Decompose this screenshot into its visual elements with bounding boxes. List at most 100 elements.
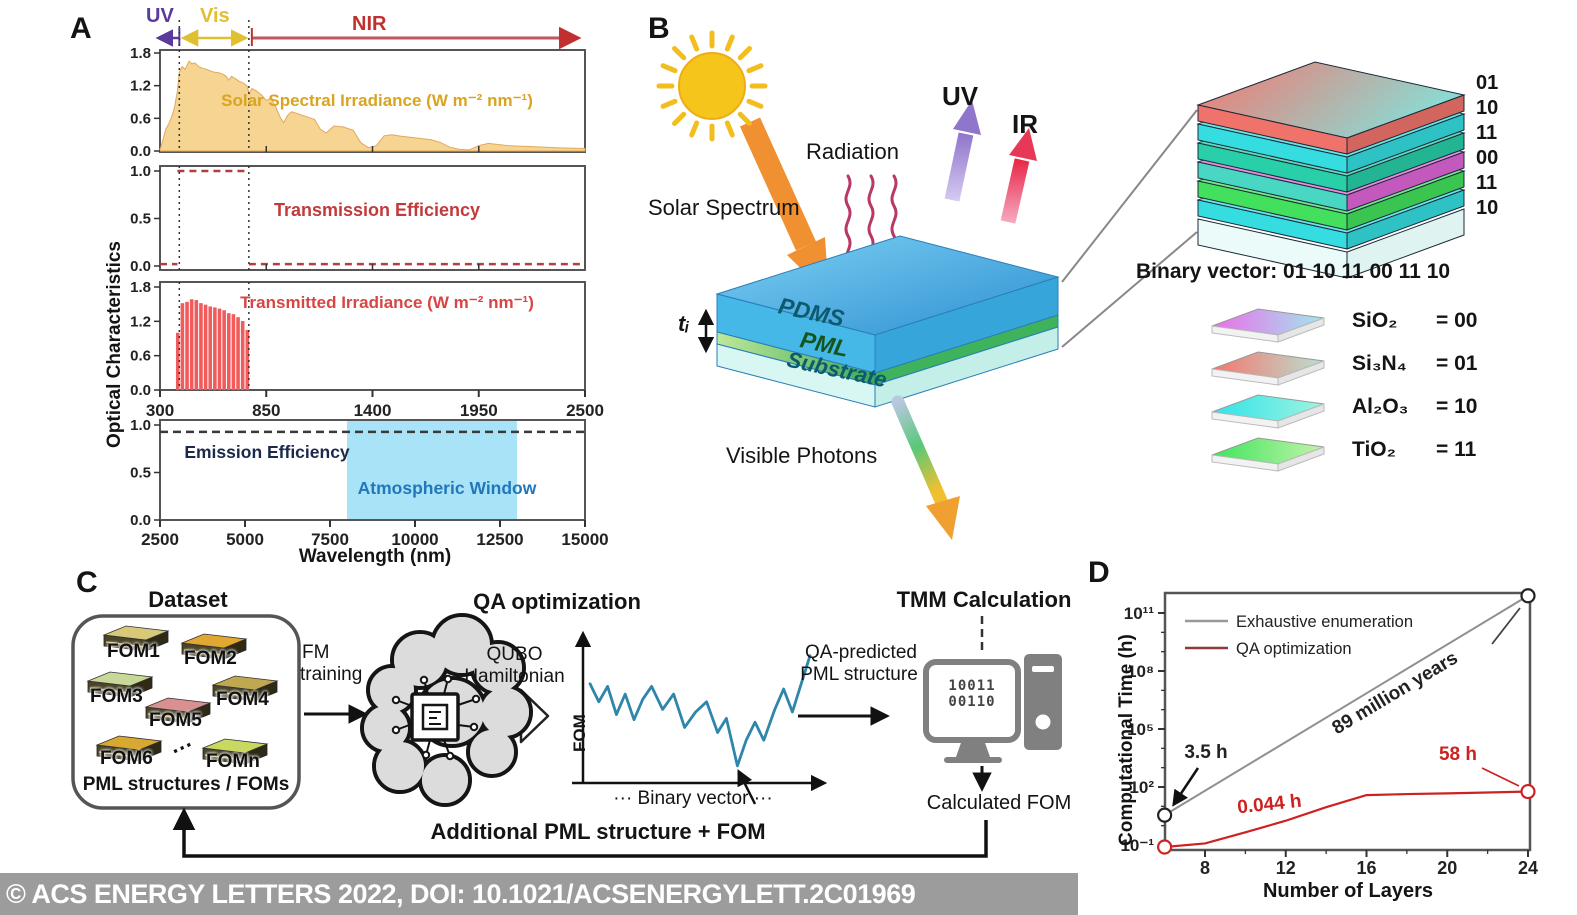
pml-slab — [715, 235, 1060, 408]
fm-cloud-icon — [360, 613, 533, 807]
svg-text:20: 20 — [1437, 858, 1457, 878]
svg-text:0.5: 0.5 — [130, 211, 151, 228]
computer-icon — [923, 654, 1062, 763]
svg-text:0.6: 0.6 — [130, 110, 151, 127]
svg-text:10²: 10² — [1129, 778, 1154, 797]
svg-text:2500: 2500 — [141, 530, 179, 549]
svg-text:16: 16 — [1356, 858, 1376, 878]
wavelength-xlabel: Wavelength (nm) — [298, 546, 452, 567]
binary-vector-label: Binary vector: 01 10 11 00 11 10 — [1136, 260, 1451, 283]
feedback-loop-arrow — [172, 807, 988, 858]
panel-a-label: A — [70, 12, 92, 45]
binary-vector-axis-label: ··· Binary vector ··· — [613, 788, 773, 809]
svg-text:QA optimization: QA optimization — [1236, 640, 1352, 658]
svg-text:0.0: 0.0 — [130, 512, 151, 529]
vis-band-label: Vis — [200, 5, 230, 27]
svg-text:2500: 2500 — [566, 401, 604, 420]
svg-text:Emission Efficiency: Emission Efficiency — [184, 442, 350, 462]
svg-text:1400: 1400 — [354, 401, 392, 420]
visible-photons-label: Visible Photons — [726, 443, 878, 468]
svg-text:0.6: 0.6 — [130, 348, 151, 365]
svg-text:1950: 1950 — [460, 401, 498, 420]
material-legend — [1211, 308, 1325, 472]
svg-text:1.0: 1.0 — [130, 163, 151, 180]
copyright-banner: © ACS ENERGY LETTERS 2022, DOI: 10.1021/… — [0, 873, 1078, 915]
svg-text:1.0: 1.0 — [130, 417, 151, 434]
svg-text:Exhaustive enumeration: Exhaustive enumeration — [1236, 613, 1413, 631]
inset-connector-bottom — [1061, 231, 1198, 348]
svg-text:300: 300 — [146, 401, 174, 420]
ir-arrow-icon — [1000, 128, 1037, 224]
svg-text:8: 8 — [1200, 858, 1210, 878]
svg-text:12500: 12500 — [476, 530, 523, 549]
svg-text:Transmission Efficiency: Transmission Efficiency — [274, 200, 480, 220]
optical-characteristics-ylabel: Optical Characteristics — [104, 241, 125, 448]
svg-text:10⁵: 10⁵ — [1127, 720, 1154, 739]
chart-fom-vs-binary-vector — [572, 630, 828, 805]
svg-text:10⁸: 10⁸ — [1127, 662, 1154, 681]
qa-optimization-title: QA optimization — [473, 589, 641, 614]
uv-label: UV — [942, 81, 979, 111]
chart-computational-time: 8 12 16 20 24 10⁻¹ 10² 10⁵ 10⁸ 10¹¹ Exhaustive enu… — [1120, 588, 1538, 878]
svg-text:7500: 7500 — [311, 530, 349, 549]
spectral-bands-arrows — [155, 20, 582, 50]
screen-line2: 00110 — [948, 694, 996, 710]
sun-icon — [656, 30, 768, 142]
loop-label: Additional PML structure + FOM — [430, 819, 766, 844]
radiation-label: Radiation — [806, 139, 899, 164]
svg-text:0.0: 0.0 — [130, 143, 151, 160]
inset-connector-top — [1061, 109, 1198, 283]
svg-text:0.0: 0.0 — [130, 382, 151, 399]
svg-text:3.5 h: 3.5 h — [1184, 742, 1227, 763]
calculated-fom-label: Calculated FOM — [926, 792, 1072, 814]
qa-predicted-label-line1: QA-predicted — [805, 642, 917, 663]
uv-band-label: UV — [146, 5, 174, 27]
svg-text:10¹¹: 10¹¹ — [1124, 604, 1155, 623]
visible-photons-arrow-icon — [891, 395, 960, 540]
uv-arrow-icon — [944, 100, 981, 202]
binary-stack-icon — [1196, 61, 1466, 279]
panel-d-label: D — [1088, 556, 1110, 589]
svg-text:10⁻¹: 10⁻¹ — [1120, 836, 1154, 855]
svg-text:Solar Spectral Irradiance (W m: Solar Spectral Irradiance (W m⁻² nm⁻¹) — [221, 91, 533, 110]
computer-screen-text: 10011 00110 — [930, 678, 1014, 710]
screen-line1: 10011 — [948, 678, 996, 694]
fm-training-label-line1: FM — [302, 642, 330, 663]
tmm-calculation-title: TMM Calculation — [896, 587, 1072, 612]
panel-c-label: C — [76, 566, 98, 599]
fm-training-label-line2: training — [300, 664, 363, 685]
fom-axis-label: FOM — [570, 714, 589, 752]
svg-text:1.2: 1.2 — [130, 78, 151, 95]
nir-band-label: NIR — [352, 13, 387, 35]
qa-predicted-label-line2: PML structure — [800, 664, 918, 685]
svg-text:0.5: 0.5 — [130, 465, 151, 482]
thickness-label: tᵢ — [678, 311, 690, 336]
chart-transmission-efficiency: 1.0 0.5 0.0 Transmission Efficiency — [130, 163, 586, 275]
svg-text:0.0: 0.0 — [130, 258, 151, 275]
svg-text:5000: 5000 — [226, 530, 264, 549]
computational-time-ylabel: Computational Time (h) — [1116, 634, 1137, 846]
dataset-caption: PML structures / FOMs — [82, 774, 290, 795]
chart-solar-irradiance: 1.8 1.2 0.6 0.0 Solar Spectral Irradiance (W… — [130, 45, 586, 160]
svg-text:10000: 10000 — [391, 530, 438, 549]
solar-spectrum-label: Solar Spectrum — [648, 195, 800, 220]
svg-text:15000: 15000 — [561, 530, 608, 549]
svg-text:24: 24 — [1518, 858, 1538, 878]
chart-transmitted-irradiance: 1.8 1.2 0.6 0.0 Transmitted Irradiance (W m⁻… — [130, 279, 604, 420]
ir-label: IR — [1012, 109, 1038, 139]
svg-text:1.8: 1.8 — [130, 45, 151, 62]
dataset-chips — [86, 625, 279, 765]
qubo-label-line2: Hamiltonian — [464, 666, 565, 687]
svg-text:1.8: 1.8 — [130, 279, 151, 296]
svg-text:Atmospheric Window: Atmospheric Window — [358, 478, 537, 498]
svg-text:Transmitted Irradiance (W m⁻²: Transmitted Irradiance (W m⁻² nm⁻¹) — [240, 293, 534, 312]
panel-b-label: B — [648, 12, 670, 45]
qubo-label-line1: QUBO — [486, 644, 543, 665]
svg-text:850: 850 — [252, 401, 280, 420]
svg-text:12: 12 — [1276, 858, 1296, 878]
svg-text:58 h: 58 h — [1439, 744, 1477, 765]
svg-text:1.2: 1.2 — [130, 313, 151, 330]
